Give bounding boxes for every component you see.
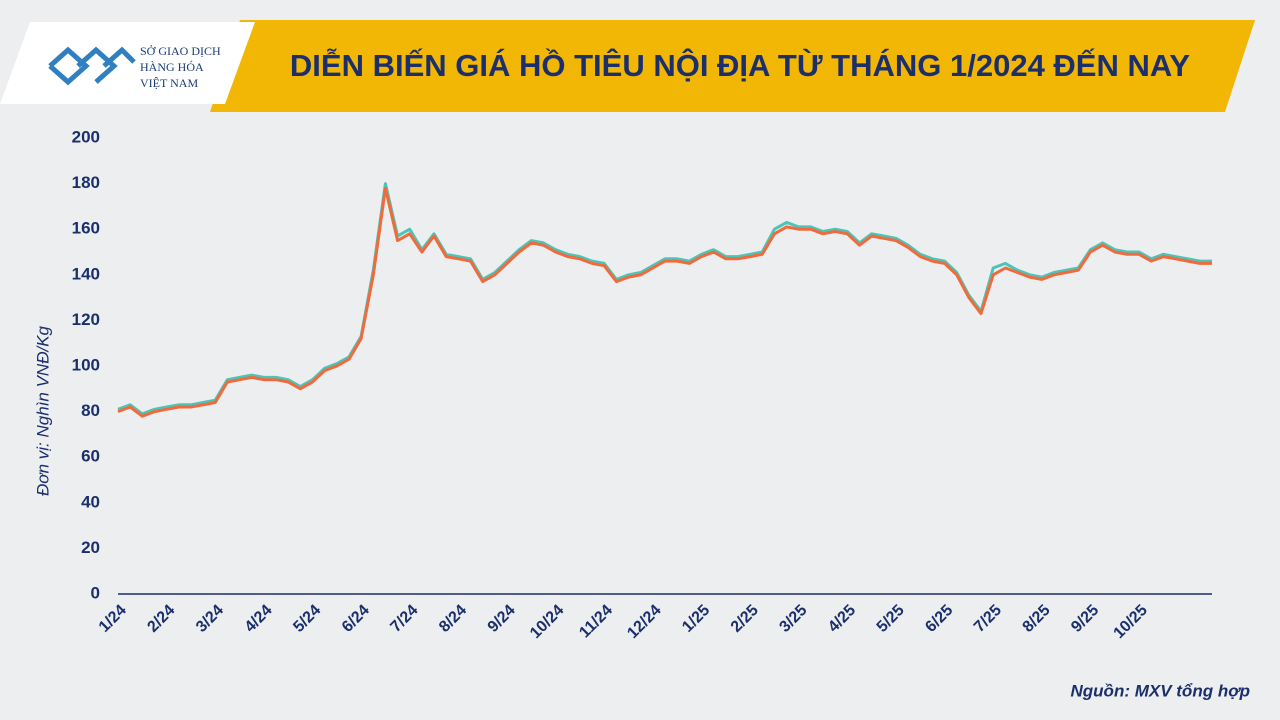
y-tick-label: 60 [81, 447, 100, 466]
price-line [117, 186, 1212, 418]
y-tick-label: 200 [72, 127, 100, 146]
y-tick-label: 0 [91, 583, 100, 602]
y-tick-label: 20 [81, 538, 100, 557]
y-tick-label: 100 [72, 355, 100, 374]
y-tick-label: 80 [81, 401, 100, 420]
y-tick-label: 40 [81, 492, 100, 511]
chart-title: DIỄN BIẾN GIÁ HỒ TIÊU NỘI ĐỊA TỪ THÁNG 1… [290, 47, 1191, 83]
y-tick-label: 140 [72, 264, 100, 283]
y-tick-label: 120 [72, 310, 100, 329]
source: Nguồn: MXV tổng hợp [1071, 681, 1250, 700]
price-line [117, 182, 1212, 416]
logo-text: HÀNG HÓA [140, 60, 204, 74]
logo-mark [48, 46, 136, 86]
logo-text: VIỆT NAM [140, 76, 198, 90]
y-tick-label: 180 [72, 173, 100, 192]
y-tick-label: 160 [72, 219, 100, 238]
y-axis-label: Đơn vị: Nghìn VNĐ/Kg [33, 325, 52, 495]
title-band [210, 20, 1255, 112]
logo-box [0, 22, 255, 104]
logo-text: SỞ GIAO DỊCH [140, 44, 221, 58]
